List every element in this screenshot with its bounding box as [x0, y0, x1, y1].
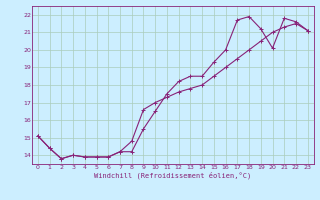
X-axis label: Windchill (Refroidissement éolien,°C): Windchill (Refroidissement éolien,°C): [94, 171, 252, 179]
